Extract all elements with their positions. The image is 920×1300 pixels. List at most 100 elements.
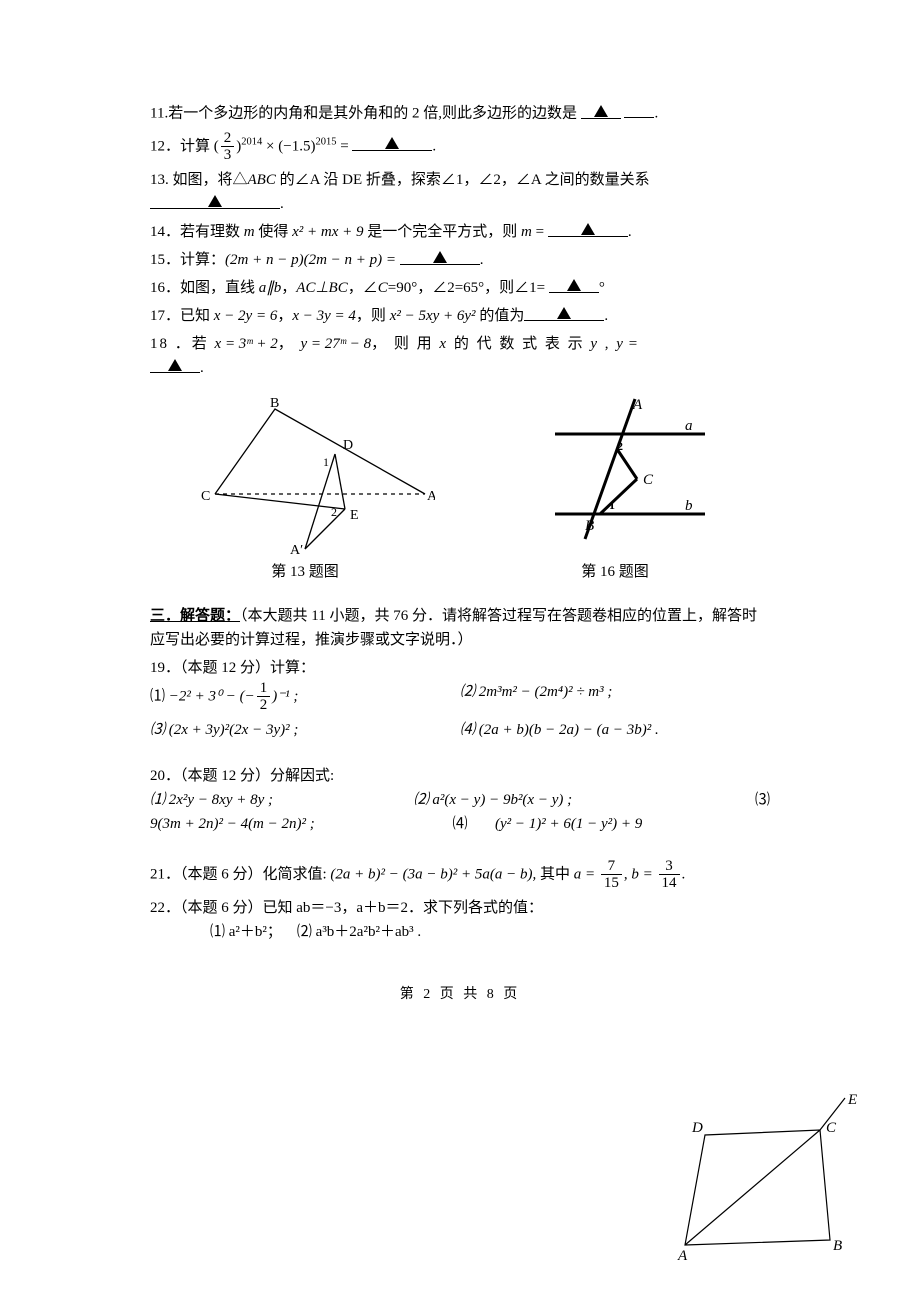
q20-p3-text: 9(3m + 2n)² − 4(m − 2n)² ; [150, 816, 315, 832]
q12-end: . [432, 138, 436, 154]
q20-head: 20．（本题 12 分）分解因式: [150, 764, 770, 788]
fig13-A: A [427, 489, 435, 504]
figure-22-svg: A B C D E [670, 1090, 860, 1260]
q19-p1: ⑴ −2² + 3⁰ − (−12)⁻¹ ; [150, 680, 460, 714]
q14-eq: = [532, 224, 548, 240]
section-3-title: 三．解答题： [150, 608, 240, 624]
q18-text-b: ， [278, 336, 301, 352]
q14-num: 14． [150, 224, 180, 240]
q15-end: . [480, 252, 484, 268]
q13-text-a: 如图，将△ [173, 172, 248, 188]
q16-text-b: ， [281, 280, 296, 296]
q12-blank [352, 134, 432, 152]
q20-p1-text: ⑴ 2x²y − 8xy + 8y ; [150, 792, 273, 808]
question-22: 22．（本题 6 分）已知 ab＝−3，a＋b＝2．求下列各式的值： ⑴ a²＋… [150, 896, 770, 944]
q20-p2-text: ⑵ a²(x − y) − 9b²(x − y) ; [414, 792, 572, 808]
figure-16-svg: A a C B b 2 1 [525, 394, 725, 554]
q16-deg: ° [599, 280, 605, 296]
q19-p1-frac: 12 [257, 680, 271, 714]
q19-p1-expr-a: −2² + 3⁰ − (− [169, 688, 255, 704]
q15-num: 15． [150, 252, 180, 268]
q14-blank [548, 220, 628, 238]
fig13-E: E [350, 508, 359, 523]
q16-ab: a∥b [259, 280, 282, 296]
question-15: 15．计算：(2m + n − p)(2m − n + p) = . [150, 248, 770, 272]
fig16-C: C [643, 472, 654, 488]
q12-frac-num: 2 [221, 130, 235, 148]
fig16-A: A [632, 397, 643, 413]
q19-head: 19．（本题 12 分）计算： [150, 656, 770, 680]
q18-text-a: 若 [192, 336, 215, 352]
q12-exp1: 2014 [241, 136, 262, 147]
fig22-A: A [677, 1248, 688, 1260]
q21-a-frac: 715 [601, 858, 622, 892]
q22-head: 22．（本题 6 分）已知 ab＝−3，a＋b＝2．求下列各式的值： [150, 896, 770, 920]
q14-text-b: 使得 [255, 224, 293, 240]
q17-text-a: 已知 [180, 308, 214, 324]
q19-p1-den: 2 [257, 697, 271, 714]
q11-text-a: 若一个多边形的内角和是其外角和的 2 倍,则此多边形的边数是 [168, 106, 577, 122]
question-11: 11.若一个多边形的内角和是其外角和的 2 倍,则此多边形的边数是 . [150, 100, 770, 126]
q20-p3: 9(3m + 2n)² − 4(m − 2n)² ; [150, 812, 425, 836]
q12-frac: 23 [221, 130, 235, 164]
q18-num: 18 ． [150, 336, 192, 352]
fig13-C: C [201, 489, 210, 504]
q21-b-num: 3 [659, 858, 680, 876]
q15-blank [400, 248, 480, 266]
q20-p4-text: (y² − 1)² + 6(1 − y²) + 9 [495, 816, 642, 832]
q17-text-c: ，则 [356, 308, 390, 324]
q12-exp2: 2015 [315, 136, 336, 147]
q19-p3: ⑶ (2x + 3y)²(2x − 3y)² ; [150, 718, 460, 742]
q17-e1: x − 2y = 6 [214, 308, 278, 324]
question-21: 21．（本题 6 分）化简求值: (2a + b)² − (3a − b)² +… [150, 858, 770, 892]
figure-row: B C A D E A′ 1 2 A a C [150, 394, 770, 554]
fig16-a: a [685, 418, 693, 434]
q16-blank [549, 276, 599, 294]
fig16-caption: 第 16 题图 [581, 560, 649, 584]
question-12: 12．计算 (23)2014 × (−1.5)2015 = . [150, 130, 770, 164]
q19-p2-text: ⑵ 2m³m² − (2m⁴)² ÷ m³ ; [460, 684, 612, 700]
q21-a-den: 15 [601, 875, 622, 892]
q15-text-a: 计算： [180, 252, 225, 268]
q21-a-num: 7 [601, 858, 622, 876]
q13-end: . [280, 196, 284, 212]
fig13-B: B [270, 396, 279, 411]
q19-p3-text: ⑶ (2x + 3y)²(2x − 3y)² ; [150, 722, 298, 738]
q18-eq: = [625, 336, 637, 352]
q17-text-d: 的值为 [476, 308, 525, 324]
q18-y2: y [616, 336, 625, 352]
fig16-b: b [685, 498, 693, 514]
q17-blank [524, 304, 604, 322]
q12-text-a: 计算 [180, 138, 214, 154]
answer-marker-icon [567, 279, 581, 291]
fig13-2: 2 [331, 505, 337, 519]
q13-num: 13. [150, 172, 173, 188]
section-3-desc: （本大题共 11 小题，共 76 分．请将解答过程写在答题卷相应的位置上，解答时… [150, 608, 757, 648]
q18-end: . [200, 360, 206, 376]
q21-a: a = [574, 866, 599, 882]
q20-p1: ⑴ 2x²y − 8xy + 8y ; [150, 788, 414, 812]
q18-blank [150, 356, 200, 374]
q21-where: 其中 [536, 866, 574, 882]
q21-b-frac: 314 [659, 858, 680, 892]
section-3: 三．解答题：（本大题共 11 小题，共 76 分．请将解答过程写在答题卷相应的位… [150, 604, 770, 652]
q14-m1: m [244, 224, 255, 240]
q16-C: C [378, 280, 388, 296]
q14-m2: m [521, 224, 532, 240]
q16-text-d: =90°，∠2=65°，则∠1= [388, 280, 549, 296]
fig16-2: 2 [617, 439, 623, 453]
q18-e1: x = 3ᵐ + 2 [215, 336, 278, 352]
q16-ac: AC⊥BC [296, 280, 347, 296]
question-17: 17．已知 x − 2y = 6，x − 3y = 4，则 x² − 5xy +… [150, 304, 770, 328]
fig16-B: B [585, 518, 594, 534]
fig16-1: 1 [609, 498, 615, 512]
q17-text-b: ， [277, 308, 292, 324]
answer-marker-icon [168, 359, 182, 371]
q20-p4: (y² − 1)² + 6(1 − y²) + 9 [495, 812, 770, 836]
q19-p2: ⑵ 2m³m² − (2m⁴)² ÷ m³ ; [460, 680, 770, 714]
q22-p1: ⑴ a²＋b²； [210, 924, 282, 940]
q12-mid: × (−1.5) [262, 138, 315, 154]
answer-marker-icon [581, 223, 595, 235]
question-18: 18 ．若 x = 3ᵐ + 2， y = 27ᵐ − 8， 则 用 x 的 代… [150, 332, 770, 380]
q21-head: 21．（本题 6 分）化简求值: [150, 866, 330, 882]
